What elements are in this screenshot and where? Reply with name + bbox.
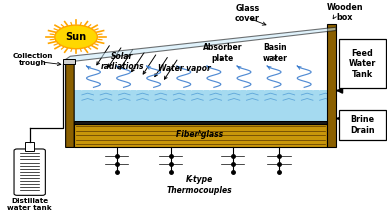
Text: Collection
trough: Collection trough [12, 53, 53, 66]
FancyBboxPatch shape [14, 149, 45, 195]
FancyBboxPatch shape [339, 110, 386, 140]
Text: Glass
cover: Glass cover [235, 4, 260, 23]
Text: Feed
Water
Tank: Feed Water Tank [348, 49, 376, 79]
Polygon shape [66, 60, 74, 147]
Text: Brine
Drain: Brine Drain [350, 115, 374, 135]
Polygon shape [74, 121, 327, 124]
Text: Distillate
water tank: Distillate water tank [7, 198, 52, 211]
Circle shape [55, 25, 97, 49]
Polygon shape [74, 90, 327, 121]
Polygon shape [74, 124, 327, 147]
FancyBboxPatch shape [339, 39, 386, 88]
Text: K-type
Thermocouples: K-type Thermocouples [167, 175, 233, 195]
Text: Solar
radiations: Solar radiations [101, 52, 144, 71]
Text: Basin
water: Basin water [263, 43, 288, 63]
Text: Sun: Sun [66, 32, 87, 42]
Polygon shape [66, 27, 336, 62]
Text: Absorber
plate: Absorber plate [203, 43, 243, 63]
Polygon shape [63, 59, 74, 64]
Text: Wooden
box: Wooden box [326, 3, 363, 22]
Text: Fiber glass: Fiber glass [176, 130, 223, 139]
Polygon shape [25, 142, 34, 151]
Polygon shape [327, 24, 336, 147]
Text: Water vapor: Water vapor [158, 64, 211, 72]
